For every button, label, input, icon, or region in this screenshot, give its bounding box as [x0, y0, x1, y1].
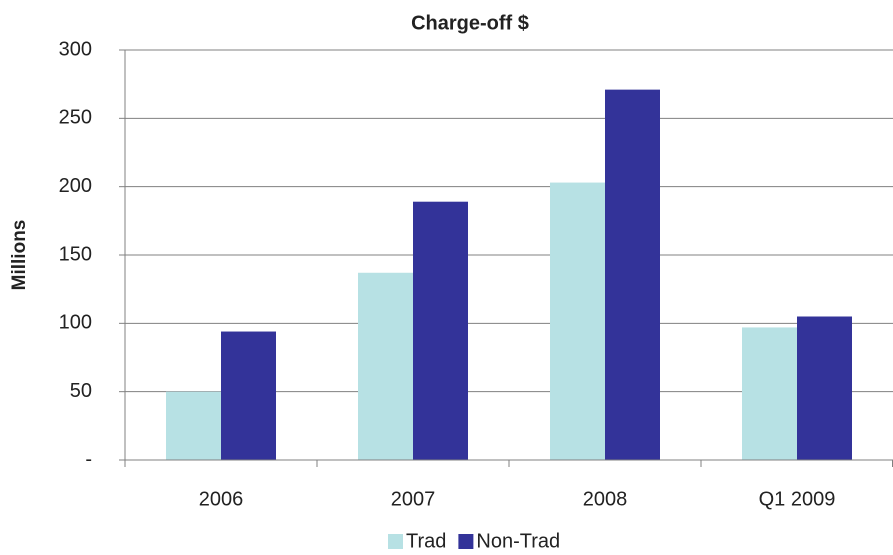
bar: [742, 327, 797, 460]
x-tick-label: 2006: [199, 488, 244, 510]
bar: [166, 391, 221, 460]
x-tick-label: 2007: [391, 488, 436, 510]
bar: [550, 182, 605, 461]
y-tick-label: 200: [59, 175, 92, 197]
legend-swatch: [458, 534, 474, 549]
bar: [413, 201, 468, 460]
y-tick-label: 300: [59, 38, 92, 60]
legend-label: Trad: [406, 530, 446, 552]
y-tick-label: -: [85, 448, 92, 470]
x-tick-label: 2008: [583, 488, 628, 510]
chart-title: Charge-off $: [411, 12, 529, 34]
x-tick-label: Q1 2009: [759, 488, 836, 510]
y-axis-label: Millions: [9, 220, 30, 291]
y-tick-label: 250: [59, 107, 92, 129]
bar: [797, 316, 852, 460]
bar: [605, 89, 660, 460]
legend-swatch: [388, 534, 403, 549]
bar: [358, 272, 413, 460]
legend-label: Non-Trad: [476, 530, 560, 552]
y-tick-label: 150: [59, 243, 92, 265]
y-tick-label: 50: [70, 380, 92, 402]
y-tick-label: 100: [59, 312, 92, 334]
bar: [221, 331, 276, 460]
